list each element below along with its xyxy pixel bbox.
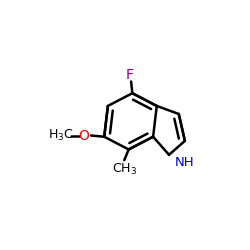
Text: O: O: [79, 128, 90, 142]
Text: NH: NH: [174, 156, 194, 169]
Text: CH$_3$: CH$_3$: [112, 162, 137, 177]
Text: H$_3$C: H$_3$C: [48, 128, 74, 143]
Text: F: F: [126, 68, 134, 82]
